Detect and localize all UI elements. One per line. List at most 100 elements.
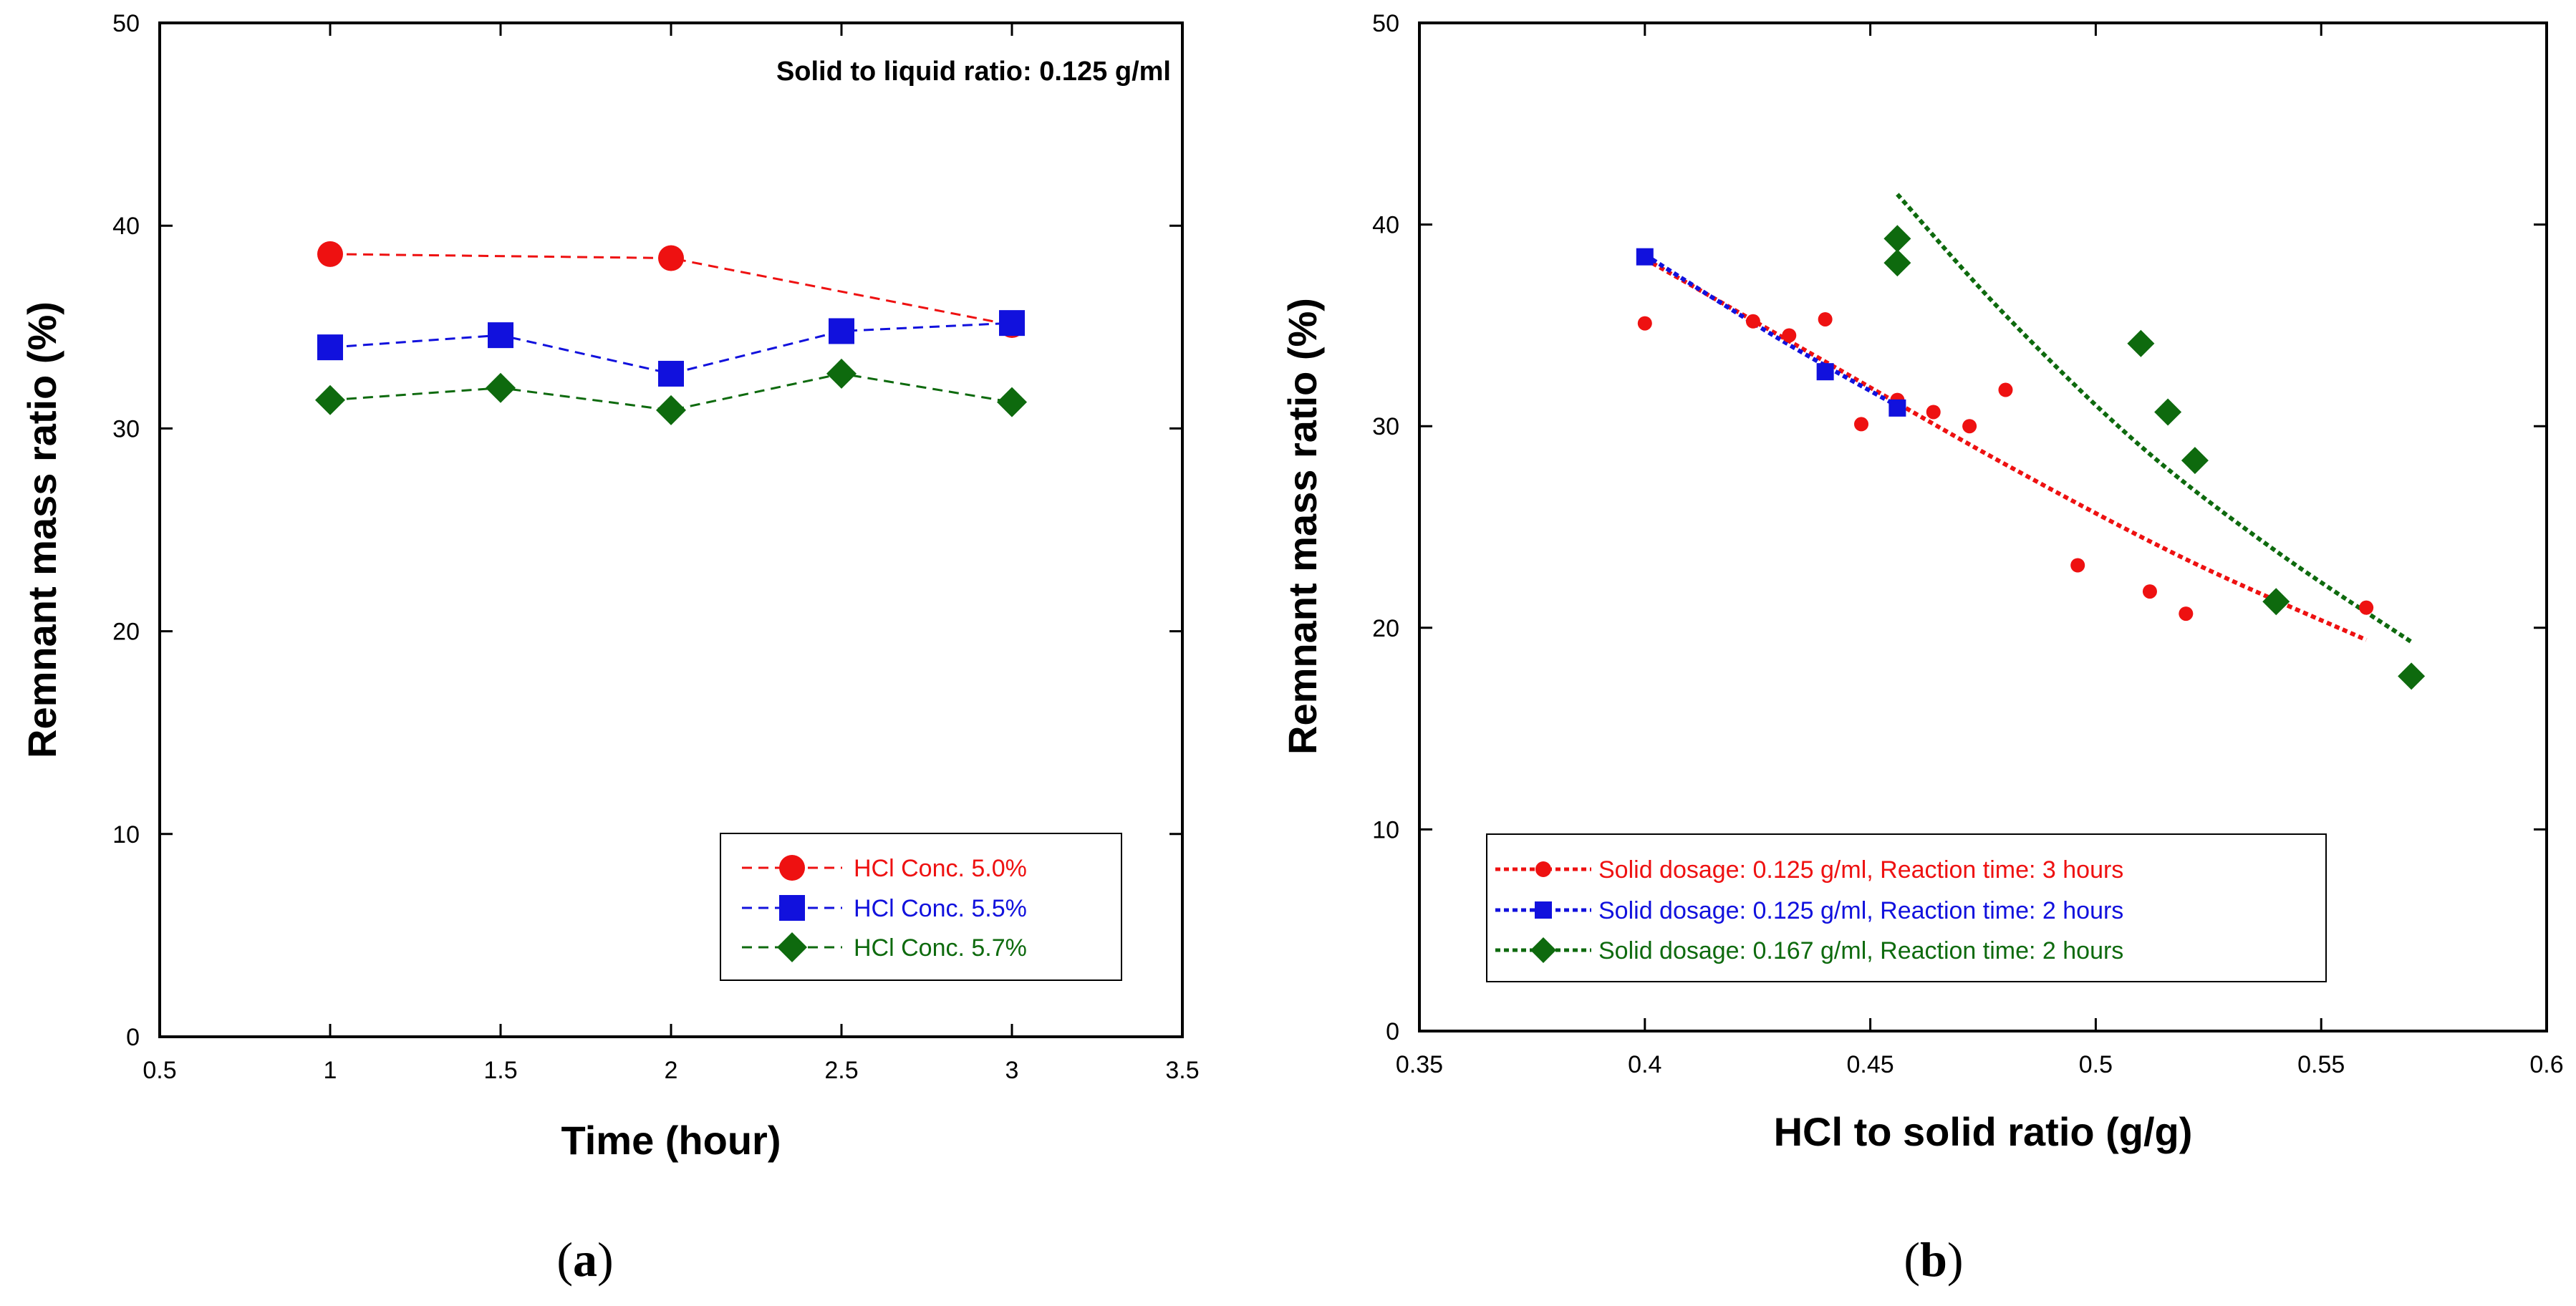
data-point-diamond bbox=[656, 395, 686, 425]
data-point-square bbox=[1888, 399, 1906, 417]
panel-b-legend: Solid dosage: 0.125 g/ml, Reaction time:… bbox=[1486, 833, 2327, 982]
data-point-diamond bbox=[2154, 398, 2182, 426]
legend-square-marker-icon bbox=[1535, 901, 1552, 919]
y-tick-label: 50 bbox=[112, 10, 140, 37]
data-point-circle bbox=[1998, 382, 2013, 397]
y-tick-label: 0 bbox=[1386, 1018, 1399, 1045]
panel-b-series-markers bbox=[1636, 225, 2426, 690]
data-point-square bbox=[317, 334, 343, 361]
panel-a-annotation: Solid to liquid ratio: 0.125 g/ml bbox=[776, 57, 1171, 87]
panel-a-legend: HCl Conc. 5.0% HCl Conc. 5.5% HCl Conc. … bbox=[720, 833, 1122, 981]
data-point-diamond bbox=[826, 358, 857, 389]
panel-b-caption: (b) bbox=[1904, 1232, 1963, 1287]
panel-a-y-axis-label: Remnant mass ratio (%) bbox=[19, 301, 64, 758]
x-tick-label: 3 bbox=[1005, 1057, 1019, 1084]
legend-label: Solid dosage: 0.125 g/ml, Reaction time:… bbox=[1598, 897, 2123, 924]
data-point-diamond bbox=[1883, 249, 1911, 277]
panel-b-legend-box bbox=[1486, 833, 2327, 982]
x-tick-label: 2 bbox=[665, 1057, 678, 1084]
x-tick-label: 1 bbox=[324, 1057, 337, 1084]
data-point-diamond bbox=[2262, 588, 2290, 616]
panel-a-series-markers bbox=[315, 241, 1027, 425]
data-point-diamond bbox=[486, 372, 516, 403]
legend-diamond-marker-icon bbox=[777, 932, 807, 962]
data-point-square bbox=[1816, 363, 1834, 381]
y-tick-label: 40 bbox=[112, 213, 140, 240]
data-point-circle bbox=[1854, 417, 1869, 432]
series-line-square bbox=[329, 321, 1013, 375]
y-tick-label: 50 bbox=[1372, 10, 1399, 37]
y-tick-label: 40 bbox=[1372, 212, 1399, 239]
data-point-circle bbox=[1926, 405, 1941, 420]
x-tick-label: 0.5 bbox=[2079, 1051, 2113, 1078]
data-point-square bbox=[658, 360, 684, 387]
data-point-square bbox=[488, 322, 513, 349]
data-point-circle bbox=[2359, 600, 2374, 615]
data-point-circle bbox=[1782, 328, 1797, 343]
data-point-square bbox=[1636, 248, 1654, 266]
legend-circle-marker-icon bbox=[779, 855, 805, 881]
data-point-diamond bbox=[2398, 662, 2426, 690]
panel-b-ticks: 0.35 0.4 0.45 0.5 0.55 0.6 0 10 20 30 40 50 bbox=[1372, 10, 2563, 1078]
panel-a-chart: 0.5 1 1.5 2 2.5 3 3.5 0 10 20 30 40 50 Solid to liqu… bbox=[19, 10, 1200, 1287]
x-tick-label: 1.5 bbox=[483, 1057, 517, 1084]
x-tick-label: 0.6 bbox=[2529, 1051, 2563, 1078]
x-tick-label: 0.35 bbox=[1396, 1051, 1443, 1078]
legend-label: Solid dosage: 0.167 g/ml, Reaction time:… bbox=[1598, 937, 2123, 964]
panel-a-legend-item: HCl Conc. 5.5% bbox=[742, 895, 1027, 922]
x-tick-label: 2.5 bbox=[824, 1057, 858, 1084]
legend-label: HCl Conc. 5.5% bbox=[854, 895, 1027, 922]
panel-a-legend-item: HCl Conc. 5.7% bbox=[742, 932, 1027, 962]
data-point-diamond bbox=[2181, 447, 2209, 475]
data-point-diamond bbox=[2127, 329, 2155, 357]
data-point-circle bbox=[2142, 584, 2157, 599]
panel-b-chart: 0.35 0.4 0.45 0.5 0.55 0.6 0 10 20 30 40 50 Remnant… bbox=[1280, 10, 2564, 1287]
x-tick-label: 0.45 bbox=[1847, 1051, 1894, 1078]
x-tick-label: 0.5 bbox=[143, 1057, 176, 1084]
trend-line-diamond bbox=[1896, 193, 2413, 644]
panel-b-plot-frame bbox=[1418, 21, 2548, 1032]
panel-b-trend-lines bbox=[1644, 193, 2413, 644]
panel-b-legend-item: Solid dosage: 0.125 g/ml, Reaction time:… bbox=[1495, 856, 2123, 884]
legend-circle-marker-icon bbox=[1535, 861, 1551, 877]
legend-label: HCl Conc. 5.7% bbox=[854, 934, 1027, 962]
legend-square-marker-icon bbox=[779, 895, 805, 921]
data-point-circle bbox=[658, 245, 684, 271]
data-point-circle bbox=[1962, 419, 1977, 434]
data-point-circle bbox=[2179, 606, 2194, 621]
data-point-diamond bbox=[1883, 225, 1911, 253]
panel-b-x-axis-label: HCl to solid ratio (g/g) bbox=[1774, 1109, 2193, 1154]
data-point-circle bbox=[1637, 316, 1652, 331]
panel-a-caption: (a) bbox=[556, 1232, 613, 1287]
data-point-diamond bbox=[315, 384, 345, 415]
legend-label: Solid dosage: 0.125 g/ml, Reaction time:… bbox=[1598, 856, 2123, 884]
legend-diamond-marker-icon bbox=[1530, 937, 1556, 963]
panel-a-ticks: 0.5 1 1.5 2 2.5 3 3.5 0 10 20 30 40 50 bbox=[112, 10, 1199, 1084]
panel-b-legend-item: Solid dosage: 0.167 g/ml, Reaction time:… bbox=[1495, 937, 2123, 964]
y-tick-label: 30 bbox=[1372, 413, 1399, 440]
data-point-diamond bbox=[997, 387, 1027, 417]
legend-label: HCl Conc. 5.0% bbox=[854, 855, 1027, 882]
y-tick-label: 30 bbox=[112, 415, 140, 442]
data-point-square bbox=[829, 318, 854, 344]
data-point-square bbox=[999, 310, 1025, 337]
data-point-circle bbox=[2070, 558, 2085, 573]
data-point-circle bbox=[1818, 311, 1833, 326]
y-tick-label: 10 bbox=[1372, 816, 1399, 843]
trend-line-square bbox=[1644, 253, 1899, 408]
y-tick-label: 10 bbox=[112, 821, 140, 848]
panel-b-y-axis-label: Remnant mass ratio (%) bbox=[1280, 298, 1325, 755]
x-tick-label: 3.5 bbox=[1165, 1057, 1199, 1084]
x-tick-label: 0.4 bbox=[1628, 1051, 1661, 1078]
x-tick-label: 0.55 bbox=[2297, 1051, 2345, 1078]
panel-a-x-axis-label: Time (hour) bbox=[561, 1118, 781, 1163]
data-point-circle bbox=[317, 241, 343, 267]
y-tick-label: 20 bbox=[1372, 615, 1399, 642]
y-tick-label: 0 bbox=[126, 1024, 140, 1051]
y-tick-label: 20 bbox=[112, 619, 140, 646]
panel-a-series-lines bbox=[329, 253, 1013, 412]
panel-b-legend-item: Solid dosage: 0.125 g/ml, Reaction time:… bbox=[1495, 897, 2123, 924]
panel-a-legend-item: HCl Conc. 5.0% bbox=[742, 855, 1027, 882]
data-point-circle bbox=[1745, 314, 1760, 329]
